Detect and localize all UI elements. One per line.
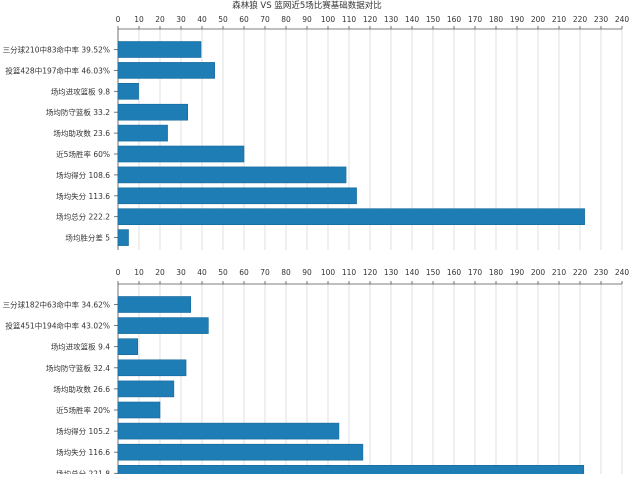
x-tick-label: 110 [342,268,357,277]
x-tick-label: 100 [321,268,336,277]
x-tick-label: 140 [405,15,420,24]
x-tick-label: 50 [218,15,228,24]
category-label: 近5场胜率 60% [56,149,110,159]
bar [117,359,187,377]
x-tick-label: 200 [531,15,546,24]
x-tick-label: 200 [531,268,546,277]
x-tick-label: 20 [155,15,165,24]
category-label: 三分球182中63命中率 34.62% [3,300,110,310]
x-tick-label: 80 [281,268,291,277]
x-tick-label: 60 [239,15,249,24]
bar [117,464,585,478]
bar [117,296,192,313]
x-tick-label: 180 [489,15,504,24]
x-tick-label: 150 [426,268,441,277]
x-tick-label: 210 [552,15,567,24]
x-tick-label: 40 [197,268,207,277]
x-tick-label: 120 [363,268,378,277]
category-label: 场均总分 221.8 [56,468,110,474]
category-label: 近5场胜率 20% [56,405,110,415]
bar [117,41,202,58]
category-label: 场均进攻篮板 9.4 [51,342,111,352]
bar [117,83,139,100]
bar [117,62,215,79]
x-tick-label: 0 [116,268,121,277]
x-tick-label: 0 [116,15,121,24]
bar [117,145,245,163]
bar [117,401,161,419]
category-label: 场均得分 105.2 [56,426,110,436]
category-label: 场均得分 108.6 [56,170,110,180]
category-label: 场均失分 116.6 [56,447,110,457]
category-label: 场均助攻数 23.6 [53,128,110,138]
x-tick-label: 240 [615,268,630,277]
x-tick-label: 100 [321,15,336,24]
bar [117,103,189,121]
bar [117,317,209,334]
chart-1: 0 10 20 30 40 50 60 70 80 90 100 110 120 130 140 150 160… [3,15,630,250]
x-tick-label: 190 [510,15,525,24]
x-tick-label: 70 [260,268,270,277]
category-label: 场均助攻数 26.6 [53,384,110,394]
x-tick-label: 30 [176,15,186,24]
x-tick-label: 150 [426,15,441,24]
chart-2: 0 10 20 30 40 50 60 70 80 90 100 110 120 130 140 150 160… [3,268,630,478]
x-tick-label: 220 [573,268,588,277]
x-tick-label: 220 [573,15,588,24]
category-label: 场均进攻篮板 9.8 [51,86,111,96]
x-tick-label: 90 [302,15,312,24]
bar [117,229,129,246]
x-tick-label: 140 [405,268,420,277]
x-tick-label: 90 [302,268,312,277]
x-tick-label: 230 [594,15,609,24]
bar [117,124,168,142]
x-tick-label: 190 [510,268,525,277]
x-tick-label: 10 [134,268,144,277]
bar [117,208,585,225]
bar [117,443,364,461]
x-tick-label: 50 [218,268,228,277]
x-tick-label: 160 [447,15,462,24]
category-label: 场均胜分差 5 [65,233,110,243]
x-tick-label: 120 [363,15,378,24]
x-tick-label: 160 [447,268,462,277]
category-label: 投篮451中194命中率 43.02% [5,321,110,331]
x-tick-label: 10 [134,15,144,24]
x-tick-label: 60 [239,268,249,277]
category-label: 场均总分 222.2 [56,212,110,222]
x-tick-label: 130 [384,15,399,24]
category-label: 场均失分 113.6 [56,191,110,201]
x-tick-label: 210 [552,268,567,277]
category-label: 场均防守篮板 32.4 [46,363,110,373]
category-label: 投篮428中197命中率 46.03% [5,65,110,75]
x-tick-label: 240 [615,15,630,24]
category-label: 三分球210中83命中率 39.52% [3,45,110,55]
category-label: 场均防守篮板 33.2 [46,107,110,117]
bar [117,187,357,205]
x-tick-label: 170 [468,268,483,277]
bar [117,338,139,356]
x-tick-label: 70 [260,15,270,24]
bar [117,166,347,184]
chart-title: 森林狼 VS 篮网近5场比赛基础数据对比 [232,0,382,11]
x-tick-label: 130 [384,268,399,277]
bar [117,422,340,440]
x-tick-label: 170 [468,15,483,24]
x-tick-label: 20 [155,268,165,277]
bar [117,380,175,398]
x-tick-label: 80 [281,15,291,24]
x-tick-label: 110 [342,15,357,24]
x-tick-label: 180 [489,268,504,277]
x-tick-label: 40 [197,15,207,24]
x-tick-label: 230 [594,268,609,277]
x-tick-label: 30 [176,268,186,277]
